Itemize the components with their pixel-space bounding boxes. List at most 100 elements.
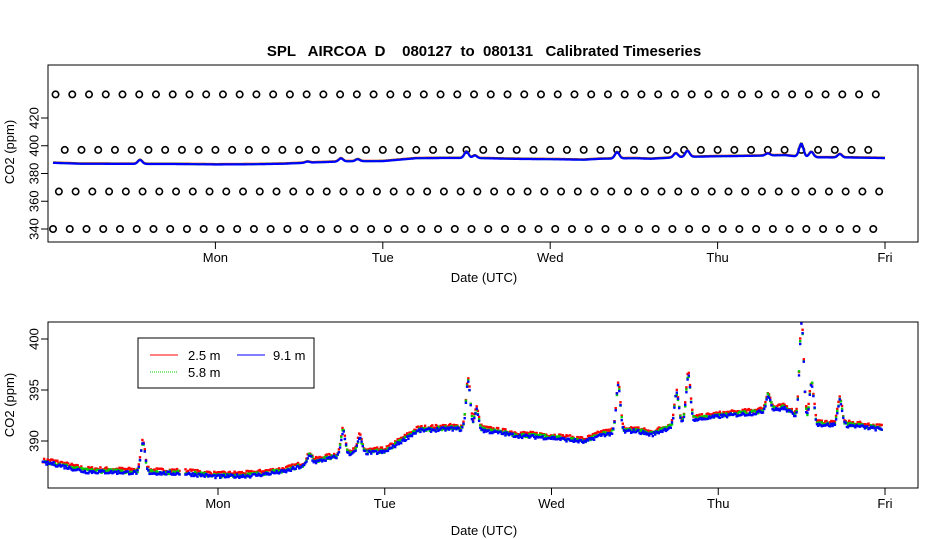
data-point [758,409,761,412]
data-point [797,370,801,373]
data-point [205,473,209,476]
calibration-marker [646,145,655,154]
data-point [794,414,797,418]
top-x-tick-label: Mon [203,250,228,265]
data-point [289,469,293,472]
calibration-marker [436,90,445,99]
data-point [620,419,623,422]
data-point [813,402,816,406]
data-point [462,422,465,425]
data-point [742,413,746,416]
data-point [419,430,422,434]
data-point [354,447,357,450]
data-point [429,425,433,428]
data-point [105,466,108,469]
data-point [189,473,192,476]
data-point [473,416,476,420]
calibration-marker [747,145,756,154]
calibration-marker [691,187,700,196]
calibration-marker [199,225,208,234]
data-point [431,424,434,427]
data-point [184,468,187,471]
data-point [116,472,119,475]
data-point [142,442,145,445]
data-point [46,460,49,463]
calibration-marker [202,90,211,99]
data-point [828,421,832,424]
data-point [675,388,678,392]
data-point [469,404,472,407]
data-point [475,405,478,408]
data-point [807,402,810,406]
calibration-marker [233,225,242,234]
bottom-x-tick-label: Mon [205,496,230,511]
calibration-marker [821,90,830,99]
bottom-x-tick-label: Wed [538,496,565,511]
data-point [122,472,125,475]
data-point [347,451,350,454]
bottom-x-tick-label: Tue [374,496,396,511]
top-panel: Mon Tue Wed Thu Fri 340 360 380 400 420 Date (UT… [2,64,919,285]
data-point [190,474,193,478]
calibration-marker [383,225,392,234]
data-point [151,470,155,473]
data-point [157,467,161,470]
calibration-marker [222,187,231,196]
data-point [251,473,254,476]
data-point [106,469,109,473]
data-point [300,465,303,468]
calibration-marker [322,187,331,196]
data-point [354,445,357,448]
data-point [245,469,248,473]
data-point [818,421,821,424]
data-point [129,470,132,474]
data-point [551,435,554,439]
calibration-marker [869,225,878,234]
data-point [717,411,720,415]
data-point [153,468,156,471]
data-point [747,413,750,417]
data-point [464,399,468,402]
data-point [552,437,555,441]
data-point [559,438,562,441]
data-point [767,396,771,399]
data-point [444,424,447,427]
top-x-axis-title: Date (UTC) [451,270,517,285]
data-point [743,410,747,413]
data-point [392,443,396,446]
data-point [684,403,687,406]
data-point [213,470,216,473]
top-y-tick-label: 380 [27,163,42,185]
data-point [650,432,653,435]
data-point [232,474,235,477]
data-point [163,473,167,476]
data-point [65,461,69,464]
calibration-marker [283,225,292,234]
data-point [604,433,608,437]
data-point [459,429,463,432]
data-point [826,422,829,425]
data-point [433,426,436,429]
calibration-marker [620,90,629,99]
data-point [469,402,472,405]
data-point [390,442,393,445]
data-point [336,453,339,456]
data-point [479,424,482,427]
data-point [110,469,113,473]
data-point [69,467,72,470]
calibration-marker [847,145,856,154]
data-point [65,467,69,470]
data-point [406,435,409,438]
calibration-marker [144,145,153,154]
calibration-marker [269,90,278,99]
data-point [311,459,314,462]
data-point [447,428,451,431]
data-point [499,430,502,433]
data-point [301,465,305,468]
calibration-marker [406,187,415,196]
data-point [474,412,477,415]
data-point [451,429,454,432]
data-point [386,449,390,453]
data-point [228,470,231,474]
data-point [221,474,224,478]
